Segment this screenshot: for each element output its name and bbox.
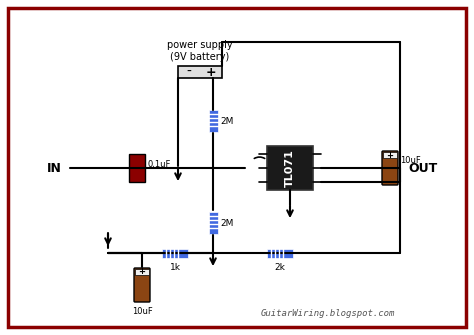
Bar [162, 249, 188, 258]
Text: +: + [386, 150, 393, 159]
Bar [209, 110, 218, 132]
Bar [383, 152, 397, 158]
Bar [129, 154, 145, 182]
Bar [209, 212, 218, 234]
Bar [178, 66, 222, 78]
FancyBboxPatch shape [134, 268, 150, 302]
Bar [135, 269, 149, 275]
Text: +: + [206, 66, 216, 78]
Text: +: + [138, 268, 146, 276]
Text: 10uF: 10uF [400, 155, 421, 164]
Text: 10uF: 10uF [132, 307, 152, 316]
Bar [267, 249, 293, 258]
Text: power supply
(9V battery): power supply (9V battery) [167, 40, 233, 62]
Text: 0,1uF: 0,1uF [147, 159, 170, 169]
Text: 2k: 2k [274, 263, 285, 272]
FancyBboxPatch shape [382, 151, 398, 185]
Text: -: - [187, 65, 191, 79]
Text: 2M: 2M [220, 117, 233, 126]
Text: 1k: 1k [170, 263, 181, 272]
Text: GuitarWiring.blogspot.com: GuitarWiring.blogspot.com [261, 309, 395, 318]
Text: TL071: TL071 [285, 149, 295, 187]
Text: IN: IN [47, 161, 62, 175]
Bar [267, 146, 313, 190]
Text: 2M: 2M [220, 218, 233, 227]
Text: OUT: OUT [408, 161, 437, 175]
